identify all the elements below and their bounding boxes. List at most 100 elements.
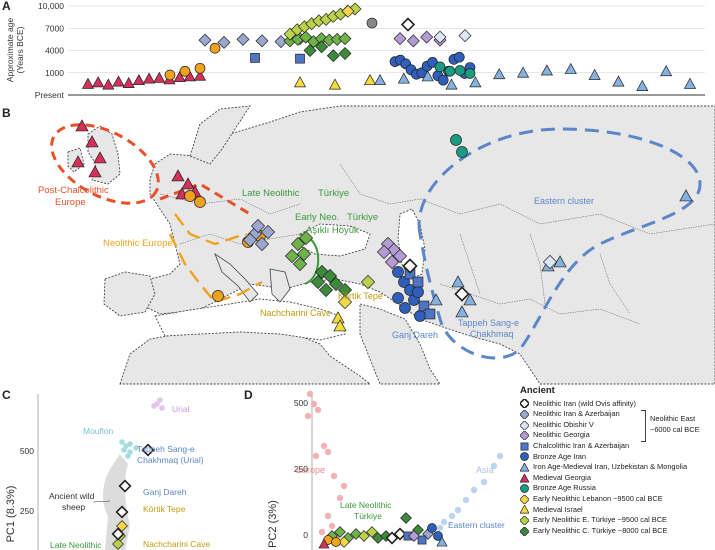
panel-c-letter: C <box>2 388 11 402</box>
map-sample-marker <box>88 165 102 178</box>
panel-a-point <box>303 44 317 57</box>
panel-d-late-neo-2: Türkiye <box>354 511 382 521</box>
urial-point <box>157 397 163 403</box>
map-sample-marker <box>451 275 465 288</box>
map-sample-marker <box>402 258 418 274</box>
europe-point <box>318 528 326 536</box>
map-sample-marker <box>384 254 400 270</box>
map-sample-marker <box>412 286 424 298</box>
map-sample-marker <box>292 256 308 272</box>
panel-a-point <box>366 17 378 29</box>
legend-label: Neolithic Iran (wild Ovis affinity) <box>533 398 636 408</box>
mouflon-point <box>119 439 125 445</box>
map-sample-marker <box>75 119 89 132</box>
legend-marker-shape <box>520 452 529 462</box>
europe-point <box>310 400 318 408</box>
legend-label: Neolithic Iran & Azerbaijan <box>533 409 620 419</box>
legend-marker-shape <box>520 515 529 525</box>
label-post-chalcolithic-1: Post-Chalcolithic <box>38 185 109 196</box>
panel-c-ancient-wild-2: sheep <box>62 502 85 512</box>
panel-c-pca: PC1 (8.3%) 500 250 Urial Mouflon Tappeh … <box>5 394 210 550</box>
panel-c-ylabel: PC1 (8.3%) <box>5 486 17 543</box>
legend-item: Early Neolithic Lebanon ~9500 cal BCE <box>520 494 715 505</box>
panel-c-tappeh-1: Tappeh Sang-e <box>137 444 195 454</box>
map-sample-marker <box>392 248 408 264</box>
map-sample-marker <box>298 230 314 246</box>
legend-marker-shape <box>520 420 529 430</box>
panel-a-point <box>102 78 115 90</box>
map-sample-marker <box>333 319 347 332</box>
panel-d-point <box>417 535 427 545</box>
map-sample-marker <box>424 308 436 320</box>
map-sample-marker <box>456 146 468 158</box>
panel-a-point <box>363 73 377 86</box>
legend-label: Neolithic Georgia <box>533 430 590 440</box>
panel-a-point <box>217 35 231 49</box>
panel-d-pca: PC2 (3%) 500 250 0 Europe Asia Late Neol… <box>267 390 505 550</box>
panel-a-point <box>328 78 342 90</box>
panel-d-point <box>334 526 346 538</box>
label-nachcharini: Nachcharini Cave <box>260 308 331 318</box>
legend-marker <box>520 484 529 493</box>
panel-a-point <box>255 34 269 48</box>
panel-a-point <box>493 68 506 80</box>
panel-a-point <box>209 42 221 54</box>
map-sample-marker <box>679 189 693 202</box>
panel-d-tick-500: 500 <box>294 398 308 408</box>
legend-marker <box>520 431 529 441</box>
label-asikli: Aşıklı Höyük <box>306 225 359 236</box>
legend-marker <box>520 473 529 482</box>
map-sample-marker <box>337 294 353 310</box>
map-sample-marker <box>454 286 470 302</box>
europe-point <box>312 452 320 460</box>
legend-label: Neolithic Obishir V <box>533 419 594 429</box>
panel-b-map: Post-Chalcolithic Europe Neolithic Europ… <box>38 104 715 385</box>
europe-point <box>314 406 322 414</box>
mouflon-point <box>125 453 131 459</box>
panel-d-ylabel: PC2 (3%) <box>267 500 279 548</box>
panel-a-point <box>516 66 530 78</box>
panel-a-point <box>660 65 673 77</box>
panel-a-point <box>132 73 146 86</box>
legend: Ancient Neolithic Iran (wild Ovis affini… <box>520 385 715 536</box>
panel-c-point <box>141 443 155 457</box>
map-sample-marker <box>429 293 443 306</box>
legend-item: Iron Age-Medieval Iran, Uzbekistan & Mon… <box>520 462 715 473</box>
panel-a-point <box>464 68 476 79</box>
panel-d-point <box>427 523 437 533</box>
panel-a-timeline-chart: Approximate age (Years BCE) 10,000 7000 40… <box>5 1 705 100</box>
asia-point <box>496 452 504 460</box>
asia-point <box>490 462 498 470</box>
label-kortik: Körtik Tepe <box>338 291 383 301</box>
panel-d-asia: Asia <box>476 465 494 475</box>
legend-item: Medieval Israel <box>520 505 715 516</box>
panel-a-point <box>454 65 466 76</box>
mouflon-point <box>133 445 139 451</box>
panel-c-late-neolithic: Late Neolithic <box>50 540 102 550</box>
panel-c-point <box>116 520 128 532</box>
panel-a-tick-label: 4000 <box>45 46 64 56</box>
label-ganj: Ganj Dareh <box>392 330 438 340</box>
legend-item: Early Neolithic E. Türkiye ~9500 cal BCE <box>520 515 715 526</box>
map-sample-marker <box>392 266 404 278</box>
map-sample-marker <box>260 224 276 240</box>
legend-label: Bronze Age Iran <box>533 451 587 461</box>
panel-a-point <box>338 32 352 46</box>
map-sample-marker <box>171 169 185 182</box>
legend-bracket-label-1: Neolithic East <box>650 414 696 423</box>
label-eastern-cluster: Eastern cluster <box>534 196 594 206</box>
panel-a-point <box>393 32 407 46</box>
legend-bracket-label-2: ~6000 cal BCE <box>650 425 700 434</box>
panel-a-point <box>250 53 260 63</box>
panel-b-letter: B <box>2 106 11 120</box>
mouflon-point <box>121 447 127 453</box>
panel-a-point <box>469 76 482 88</box>
map-sample-marker <box>181 177 195 190</box>
map-sample-marker <box>296 246 312 262</box>
legend-marker-shape <box>520 431 529 441</box>
legend-label: Bronze Age Russia <box>533 483 596 493</box>
panel-a-point <box>326 49 340 63</box>
map-sample-marker <box>399 302 411 314</box>
panel-a-point <box>420 30 434 44</box>
panel-a-point <box>540 64 554 76</box>
